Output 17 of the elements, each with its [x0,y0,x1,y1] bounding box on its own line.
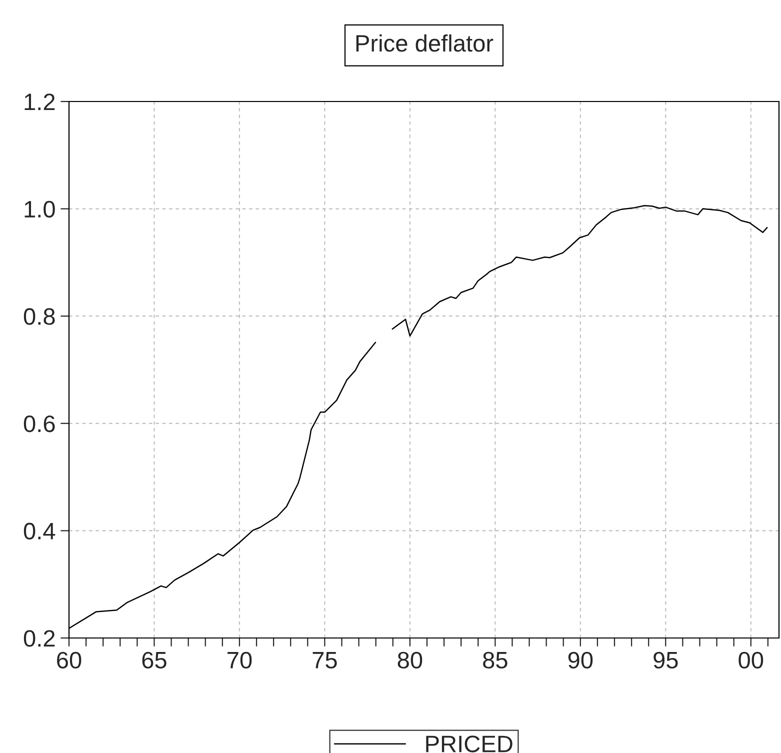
x-tick-label: 95 [654,652,678,669]
legend-label: PRICED [426,736,512,752]
y-tick-label: 0.4 [24,522,56,540]
x-tick-label: 00 [738,652,764,669]
chart-title: Price deflator [356,34,494,52]
x-tick-label: 85 [483,652,508,669]
x-tick-label: 75 [312,652,337,669]
y-tick-label: 0.2 [24,630,55,647]
x-tick-label: 90 [568,652,593,669]
x-tick-label: 70 [228,652,252,669]
x-tick-label: 60 [57,652,82,669]
y-tick-label: 0.6 [24,415,55,432]
y-tick-label: 1.0 [24,200,55,218]
x-tick-label: 65 [142,652,166,669]
x-tick-label: 80 [398,652,422,669]
y-tick-label: 0.8 [24,308,55,325]
y-tick-label: 1.2 [24,94,55,110]
